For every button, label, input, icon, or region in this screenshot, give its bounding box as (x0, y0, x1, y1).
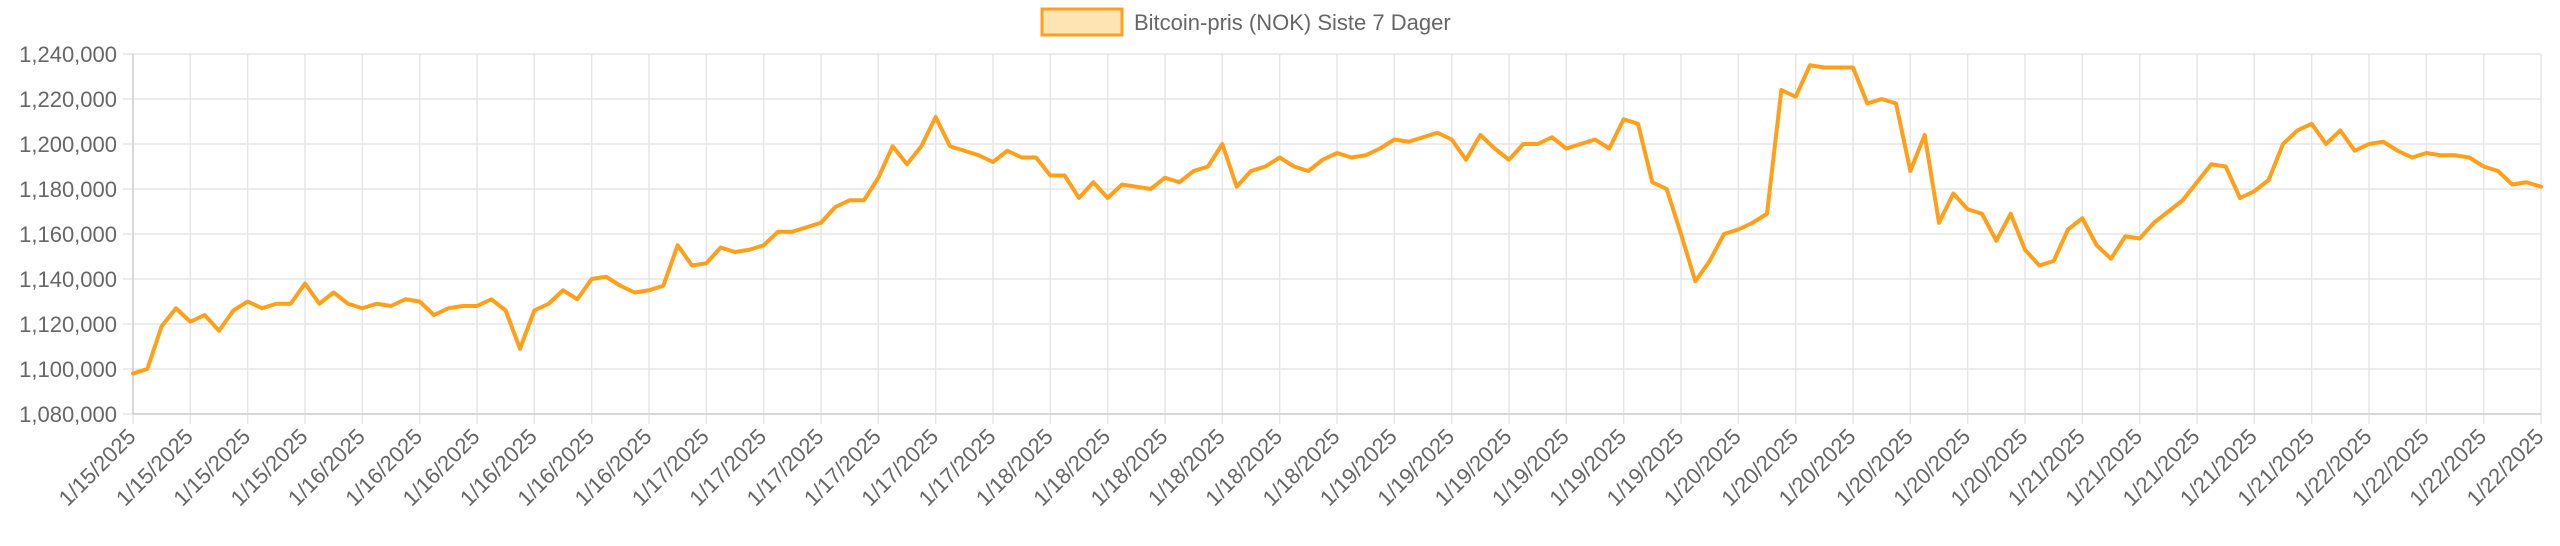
x-axis: 1/15/20251/15/20251/15/20251/15/20251/16… (54, 424, 2549, 511)
y-tick-label: 1,180,000 (19, 177, 117, 202)
series-line[interactable] (131, 63, 2543, 376)
chart-grid (123, 53, 2542, 424)
y-axis: 1,240,000 1,220,000 1,200,000 1,180,000 1,16… (19, 42, 117, 427)
chart-legend[interactable]: Bitcoin-pris (NOK) Siste 7 Dager (1040, 7, 1451, 37)
legend-label: Bitcoin-pris (NOK) Siste 7 Dager (1134, 10, 1451, 35)
y-tick-label: 1,240,000 (19, 42, 117, 67)
y-tick-label: 1,120,000 (19, 312, 117, 337)
y-tick-label: 1,220,000 (19, 87, 117, 112)
y-tick-label: 1,140,000 (19, 267, 117, 292)
y-tick-label: 1,160,000 (19, 222, 117, 247)
y-tick-label: 1,080,000 (19, 402, 117, 427)
legend-swatch (1040, 7, 1124, 37)
y-tick-label: 1,200,000 (19, 132, 117, 157)
series-area (131, 63, 2543, 376)
y-tick-label: 1,100,000 (19, 357, 117, 382)
